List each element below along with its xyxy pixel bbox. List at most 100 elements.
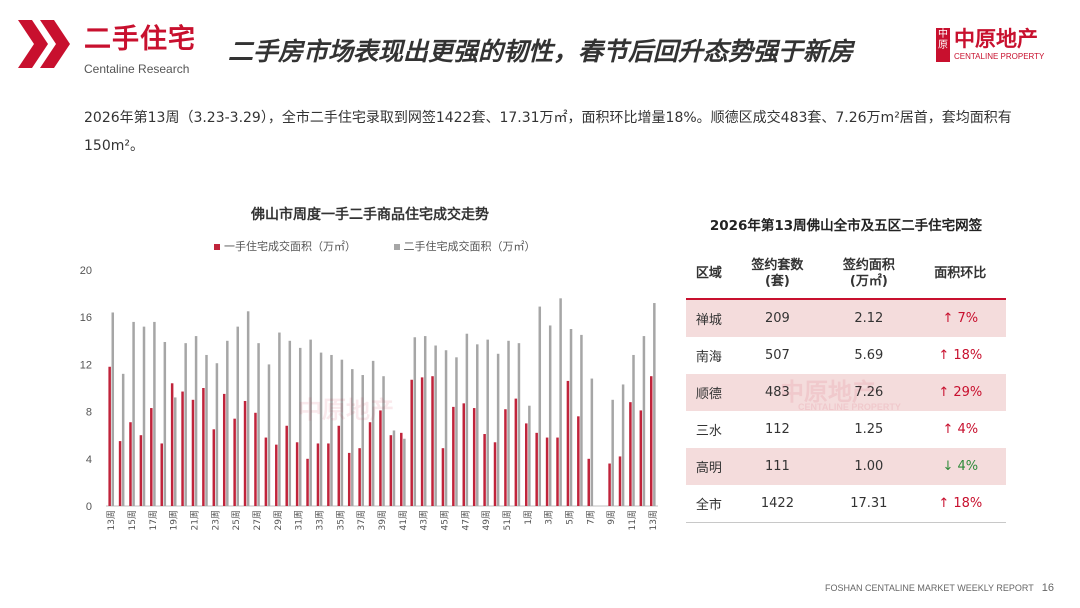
chart-legend: 一手住宅成交面积（万㎡） 二手住宅成交面积（万㎡） [214,238,570,254]
bar-resale-home [580,334,583,506]
section-subtitle: Centaline Research [84,62,190,76]
bar-resale-home [278,332,281,506]
legend-item-new: 一手住宅成交面积（万㎡） [214,238,356,254]
bar-resale-home [486,339,489,506]
bar-new-home [462,403,466,506]
bar-new-home [233,418,236,506]
x-tick-label: 25周 [231,510,242,530]
cell-change: ↑ 18% [914,485,1006,523]
bar-new-home [170,383,174,506]
x-tick-label: 39周 [377,510,388,530]
x-tick-label: 5周 [564,510,575,525]
bar-new-home [649,376,653,506]
page-number: 16 [1041,582,1054,594]
bar-new-home [243,400,247,506]
bar-new-home [577,416,580,506]
x-tick-label: 3周 [544,510,555,525]
header-area: 签约面积 (万㎡) [823,250,915,300]
bar-new-home [525,423,528,506]
header-units-label: 签约套数 [751,258,804,273]
bar-resale-home [538,306,542,506]
bar-resale-home [590,378,594,506]
bar-new-home [608,463,611,506]
bar-resale-home [361,375,364,506]
x-tick-label: 15周 [127,510,138,530]
bar-new-home [222,393,226,506]
brand-name: 中原地产 [954,27,1038,51]
bar-resale-home [642,336,646,506]
bar-resale-home [319,352,323,506]
x-tick-label: 21周 [190,510,201,530]
bar-resale-home [298,347,302,506]
bar-new-home [181,391,184,506]
bar-new-home [639,410,643,506]
bar-new-home [129,422,132,506]
header-region: 区域 [686,250,732,300]
x-tick-label: 43周 [419,510,430,530]
bar-new-home [202,388,205,506]
bar-resale-home [173,397,177,506]
x-tick-label: 47周 [460,510,471,530]
cell-units: 111 [731,448,824,485]
cell-change: ↑ 29% [914,374,1006,411]
bar-resale-home [215,363,219,506]
bar-resale-home [653,303,656,506]
bar-resale-home [444,350,448,506]
cell-units: 507 [765,348,790,363]
brand-logo: 中原 中原地产 CENTALINE PROPERTY [936,27,1066,64]
bar-resale-home [351,369,354,506]
header-units-unit: (套) [764,274,790,289]
bar-resale-home [559,298,562,506]
bar-new-home [337,425,341,506]
x-tick-label: 41周 [398,510,409,530]
x-tick-label: 7周 [585,510,596,525]
bar-new-home [545,437,549,506]
cell-region: 高明 [686,448,732,485]
bar-resale-home [340,359,344,506]
bar-resale-home [111,312,115,506]
y-tick-label: 16 [80,312,92,324]
bar-new-home [389,435,393,506]
bar-resale-home [153,321,156,506]
cell-region: 三水 [695,424,722,439]
legend-item-resale: 二手住宅成交面积（万㎡） [393,238,536,254]
bar-new-home [160,443,163,506]
header-area-unit: (万㎡) [849,274,888,289]
y-tick-label: 20 [80,265,92,277]
bar-resale-home [507,340,510,506]
bar-resale-home [423,336,427,506]
table-row: 禅城 209 2.12 ↑ 7% [686,299,1006,337]
cell-change: ↑ 4% [942,422,979,437]
x-tick-label: 35周 [335,510,346,530]
x-tick-label: 11周 [627,510,638,530]
bar-new-home [212,429,216,506]
x-tick-label: 49周 [481,510,492,530]
bar-resale-home [142,326,146,506]
bar-new-home [150,408,153,506]
bar-resale-home [569,329,573,506]
brand-english: CENTALINE PROPERTY [954,52,1045,61]
district-table: 区域 签约套数 (套) 签约面积 (万㎡) 面积环比 禅城 209 2.12 ↑ 7… [686,250,1006,523]
cell-area: 17.31 [823,485,915,523]
x-tick-label: 29周 [273,510,284,530]
x-tick-label: 23周 [210,510,221,530]
bar-resale-home [476,344,479,506]
bar-new-home [254,412,257,506]
cell-units: 112 [765,422,790,437]
cell-region: 南海 [695,350,722,365]
bar-new-home [358,448,361,506]
bar-new-home [472,408,476,506]
bar-new-home [139,435,143,506]
legend-swatch-resale [393,244,400,250]
page-headline: 二手房市场表现出更强的韧性，春节后回升态势强于新房 [228,37,854,66]
bar-resale-home [288,340,292,506]
cell-region: 全市 [686,485,732,523]
table-row: 三水 112 1.25 ↑ 4% [686,411,1006,448]
bar-resale-home [382,376,385,506]
cell-change: ↓ 4% [914,448,1006,485]
bar-resale-home [371,360,375,506]
y-tick-label: 12 [80,359,92,371]
bar-new-home [400,432,403,506]
cell-area: 7.26 [823,374,915,411]
bar-new-home [275,444,278,506]
